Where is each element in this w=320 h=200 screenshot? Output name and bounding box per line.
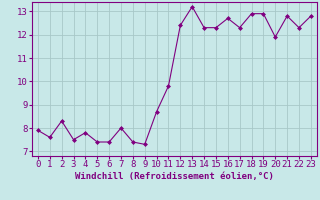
X-axis label: Windchill (Refroidissement éolien,°C): Windchill (Refroidissement éolien,°C) xyxy=(75,172,274,181)
